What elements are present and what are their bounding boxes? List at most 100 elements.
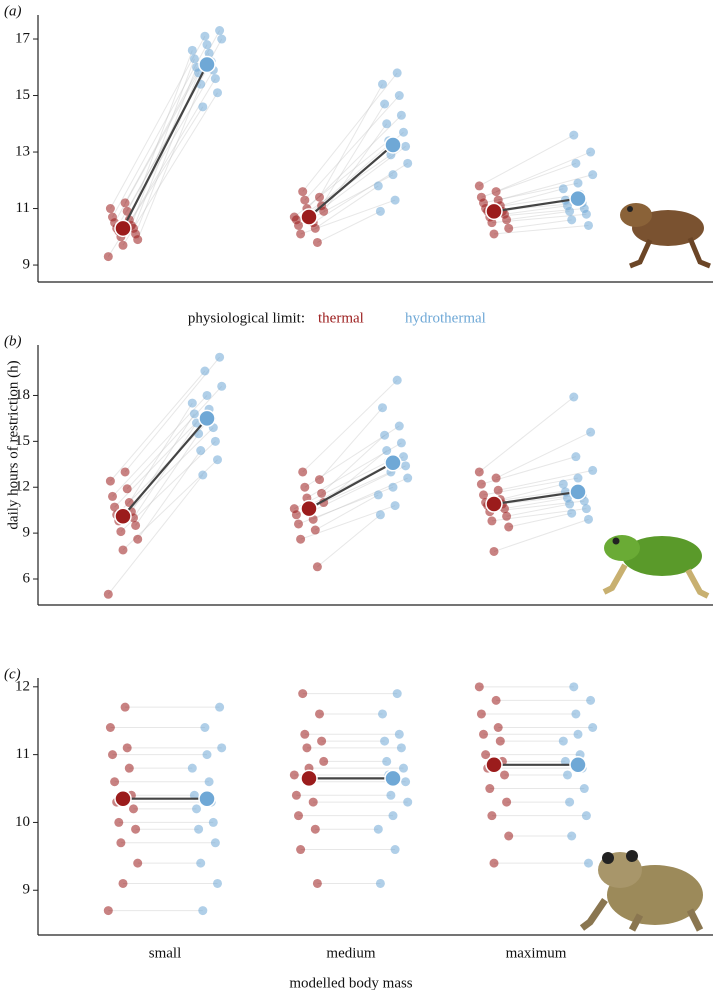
point	[315, 192, 324, 202]
mean-point	[300, 499, 318, 518]
pair-line	[478, 396, 575, 473]
pair-line	[128, 402, 193, 503]
y-tick-label: 17	[15, 30, 31, 46]
pair-line	[319, 83, 383, 198]
point	[196, 858, 206, 868]
mean-point	[300, 769, 318, 788]
point	[476, 479, 486, 489]
point	[215, 352, 225, 362]
point	[289, 504, 299, 514]
mean-line	[122, 417, 208, 518]
point	[390, 195, 400, 205]
point	[388, 482, 398, 492]
point	[215, 702, 225, 712]
point	[200, 31, 210, 41]
y-tick-label: 9	[23, 256, 31, 272]
point	[187, 398, 197, 408]
point	[489, 229, 499, 239]
point	[586, 427, 596, 437]
pair-line	[304, 95, 400, 201]
y-tick-label: 9	[23, 525, 31, 541]
point	[491, 695, 501, 705]
point	[116, 838, 126, 848]
pair-line	[122, 92, 218, 246]
point	[588, 170, 598, 180]
point	[198, 102, 208, 112]
legend-title: physiological limit:	[188, 310, 305, 326]
pair-line	[319, 407, 383, 480]
pair-line	[495, 151, 591, 193]
pair-line	[500, 188, 564, 207]
pair-line	[508, 219, 572, 229]
point	[131, 520, 141, 530]
point	[563, 770, 572, 780]
mean-point	[384, 769, 402, 788]
point	[289, 212, 299, 222]
point	[294, 811, 303, 821]
point	[120, 467, 130, 477]
point	[573, 729, 583, 739]
point	[380, 430, 390, 440]
point	[298, 187, 308, 197]
point	[120, 198, 130, 208]
point	[382, 756, 392, 766]
point	[373, 824, 383, 834]
point	[310, 824, 320, 834]
point	[103, 906, 113, 916]
point	[394, 421, 404, 431]
point	[114, 817, 124, 827]
point	[198, 906, 208, 916]
point	[378, 709, 387, 719]
point	[489, 546, 499, 556]
point	[581, 811, 591, 821]
pair-line	[493, 518, 589, 552]
point	[403, 473, 413, 483]
point	[118, 545, 128, 555]
point	[122, 484, 132, 494]
point	[493, 195, 503, 205]
point	[187, 763, 197, 773]
point	[202, 390, 212, 400]
pair-line	[137, 450, 202, 540]
point	[192, 804, 201, 814]
point	[491, 187, 501, 197]
point	[315, 475, 324, 485]
point	[504, 831, 514, 841]
point	[558, 479, 568, 489]
point	[200, 366, 210, 376]
point	[571, 452, 581, 462]
point	[491, 473, 501, 483]
point	[399, 127, 408, 137]
point	[300, 482, 310, 492]
mean-line	[308, 144, 394, 218]
point	[558, 736, 568, 746]
point	[571, 158, 581, 168]
point	[300, 195, 310, 205]
point	[392, 375, 402, 385]
mean-point	[569, 483, 587, 501]
point	[567, 215, 577, 225]
point	[108, 212, 117, 222]
point	[213, 88, 222, 98]
point	[476, 192, 486, 202]
pair-line	[116, 61, 212, 229]
point	[474, 181, 484, 191]
point	[573, 178, 583, 188]
point	[210, 436, 220, 446]
point	[189, 54, 199, 64]
mean-point	[384, 454, 402, 472]
point	[319, 756, 329, 766]
y-tick-label: 12	[15, 678, 30, 694]
point	[315, 709, 324, 719]
point	[396, 110, 406, 120]
point	[584, 514, 593, 524]
point	[110, 777, 120, 787]
point	[487, 516, 497, 526]
point	[312, 237, 322, 247]
point	[189, 790, 199, 800]
point	[198, 470, 208, 480]
point	[378, 403, 387, 413]
mean-point	[114, 219, 132, 238]
point	[474, 467, 484, 477]
point	[310, 525, 320, 535]
